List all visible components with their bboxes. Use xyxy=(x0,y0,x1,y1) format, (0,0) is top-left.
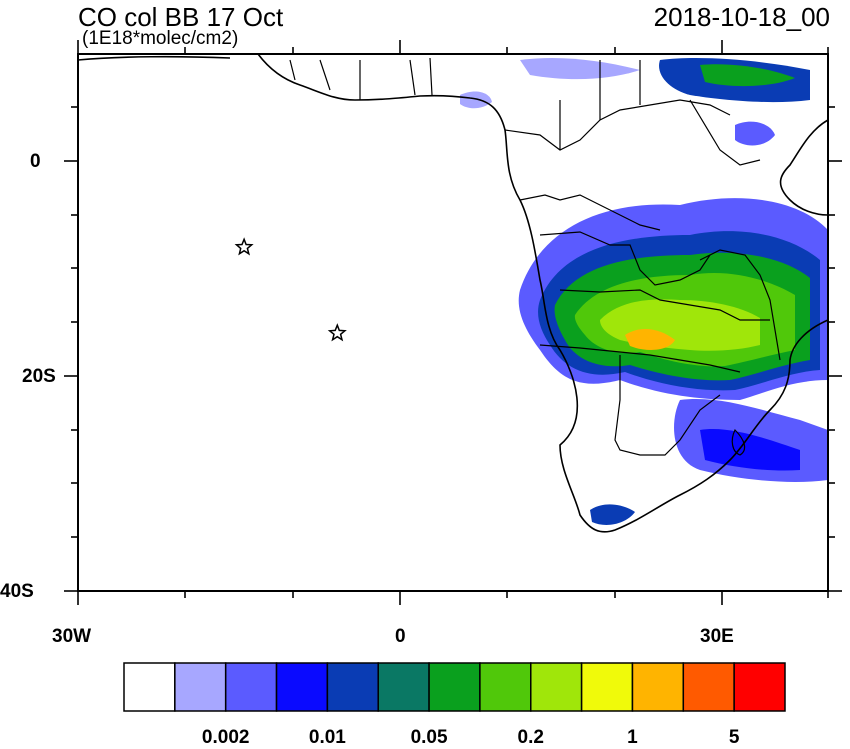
coastline xyxy=(77,53,829,533)
colorbar-swatch xyxy=(428,662,481,712)
colorbar-swatch xyxy=(275,662,329,712)
colorbar-swatch xyxy=(326,662,379,712)
map-units: (1E18*molec/cm2) xyxy=(82,28,239,49)
colorbar-label: 5 xyxy=(728,727,740,748)
colorbar-swatch xyxy=(123,662,176,712)
colorbar xyxy=(123,662,786,712)
colorbar-label: 0.01 xyxy=(308,727,346,748)
axis-ticks xyxy=(64,40,842,605)
country-borders xyxy=(289,57,781,456)
colorbar-swatch xyxy=(733,662,786,712)
colorbar-swatch xyxy=(580,662,634,712)
lon-label-0: 0 xyxy=(395,626,406,647)
colorbar-label: 0.2 xyxy=(517,727,544,748)
star-marker xyxy=(234,237,254,256)
lat-label-20s: 20S xyxy=(22,366,56,387)
colorbar-label: 1 xyxy=(627,727,638,748)
map-title: CO col BB 17 Oct xyxy=(78,2,284,32)
colorbar-swatch xyxy=(479,662,532,712)
colorbar-swatch xyxy=(174,662,227,712)
lon-label-30e: 30E xyxy=(700,626,734,647)
colorbar-swatch xyxy=(530,662,583,712)
colorbar-swatch xyxy=(377,662,430,712)
colorbar-swatch xyxy=(631,662,685,712)
colorbar-label: 0.05 xyxy=(410,727,448,748)
colorbar-swatch xyxy=(224,662,278,712)
lon-label-30w: 30W xyxy=(52,626,92,647)
star-marker xyxy=(327,323,347,342)
colorbar-swatch xyxy=(682,662,735,712)
map-datetime: 2018-10-18_00 xyxy=(653,2,830,32)
site-markers xyxy=(234,237,347,342)
lat-label-40s: 40S xyxy=(0,581,34,602)
lat-label-0: 0 xyxy=(30,151,41,172)
colorbar-label: 0.002 xyxy=(201,727,250,748)
